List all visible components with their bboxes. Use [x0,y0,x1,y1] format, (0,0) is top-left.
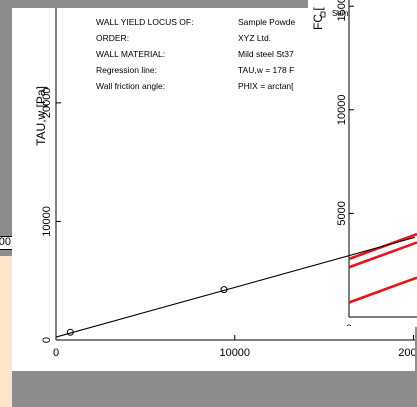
info-key-3: Regression line: [96,65,157,75]
front-ytick-label: 0 [41,337,53,343]
front-xtick-label: 20000 [398,347,415,359]
data-point [220,286,228,294]
back-legend-text: Sam [332,9,349,18]
red-series-line [348,241,417,269]
back-ytick-label: 5000 [336,201,348,225]
back-ytick-label: 15000 [336,0,348,22]
info-key-4: Wall friction angle: [96,81,165,91]
red-series-line [348,276,417,304]
background-field: 00 [0,236,12,250]
front-plot-window-bottom [12,326,415,371]
back-ytick-label: 10000 [336,95,348,126]
back-ylabel: FC [ [311,7,325,30]
legend-marker-icon [320,11,326,18]
info-key-1: ORDER: [96,33,129,43]
info-key-0: WALL YIELD LOCUS OF: [96,17,193,27]
front-ylabel: TAU,w [Pa] [34,86,48,146]
front-xtick-label: 0 [53,347,59,359]
info-value-0: Sample Powde [238,17,295,27]
data-point [66,328,74,336]
back-plot-window[interactable]: FC [ Sam 500010000150000 [308,0,417,335]
background-field-label: 00 [0,236,11,248]
info-value-1: XYZ Ltd. [238,33,271,43]
regression-line [55,236,415,338]
front-plot-window[interactable] [12,8,308,371]
background-panel [0,256,12,407]
front-ytick-label: 20000 [41,88,53,119]
front-ytick-label: 10000 [41,206,53,237]
info-value-4: PHIX = arctan[ [238,81,294,91]
info-value-2: Mild steel St37 [238,49,294,59]
info-key-2: WALL MATERIAL: [96,49,165,59]
front-xtick-label: 10000 [219,347,250,359]
info-value-3: TAU,w = 178 F [238,65,294,75]
